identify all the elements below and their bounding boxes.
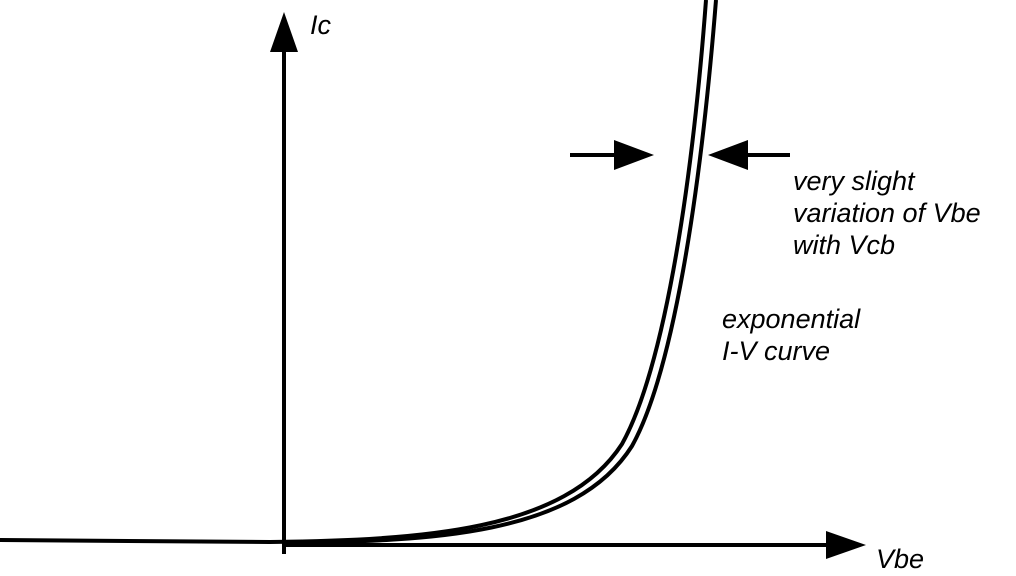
pointer-arrowhead [708,140,748,170]
annotation-line: I-V curve [722,336,830,366]
pointer-arrowhead [614,140,654,170]
annotation-line: exponential [722,304,861,334]
y-axis-label: Ic [310,10,332,40]
iv-curve [0,0,708,545]
y-axis-arrowhead [270,12,298,52]
iv-curve [283,0,718,545]
x-axis-label: Vbe [876,544,924,574]
annotation-line: variation of Vbe [793,198,981,228]
annotation-line: very slight [793,166,916,196]
x-axis-arrowhead [826,531,866,559]
annotation-line: with Vcb [793,230,895,260]
